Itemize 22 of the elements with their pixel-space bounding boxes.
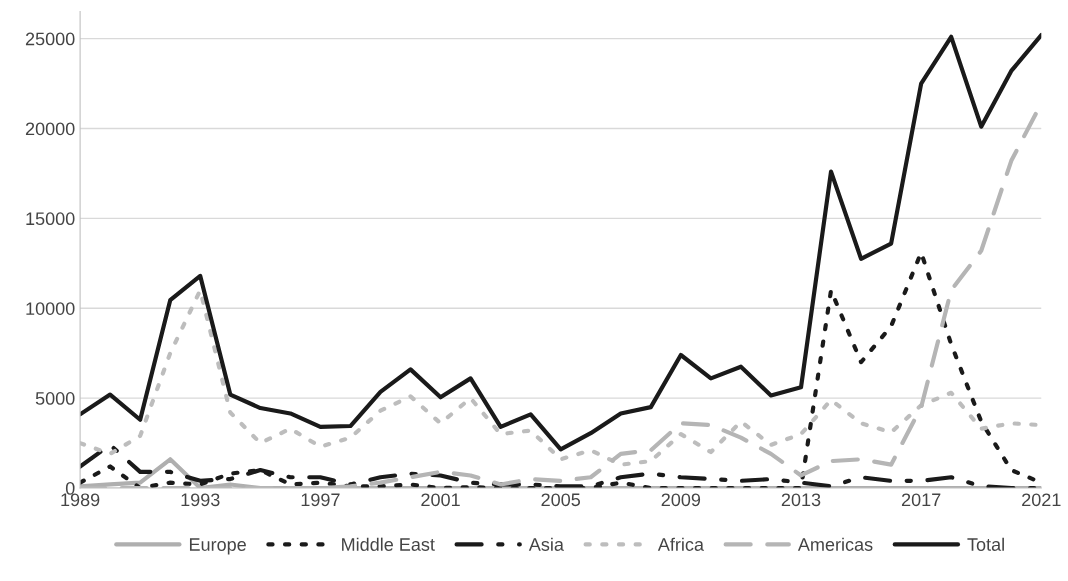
x-tick-label: 1993 [181, 493, 220, 507]
x-tick-label: 2005 [541, 493, 581, 507]
legend-label: Asia [528, 537, 564, 551]
y-tick-label: 20000 [25, 122, 75, 136]
line-series [80, 32, 1042, 452]
x-tick-label: 2001 [421, 493, 460, 507]
x-tick-label: 2013 [781, 493, 821, 507]
y-tick-label: 5000 [35, 392, 75, 405]
x-tick-label: 2021 [1022, 493, 1061, 507]
x-tick-label: 2017 [901, 493, 941, 507]
x-tick-label: 1997 [301, 493, 340, 507]
legend-label: Americas [797, 537, 873, 551]
legend-label: Middle East [342, 537, 435, 551]
legend-label: Europe [189, 538, 246, 555]
y-tick-label: 10000 [26, 302, 75, 315]
legend-label: Total [967, 537, 1004, 551]
legend-label: Africa [657, 537, 704, 551]
y-tick-label: 25000 [25, 32, 75, 46]
y-tick-label: 15000 [26, 212, 75, 226]
x-tick-label: 1989 [61, 493, 100, 507]
y-tick-label: 0 [65, 481, 75, 495]
x-tick-label: 2009 [661, 493, 701, 507]
